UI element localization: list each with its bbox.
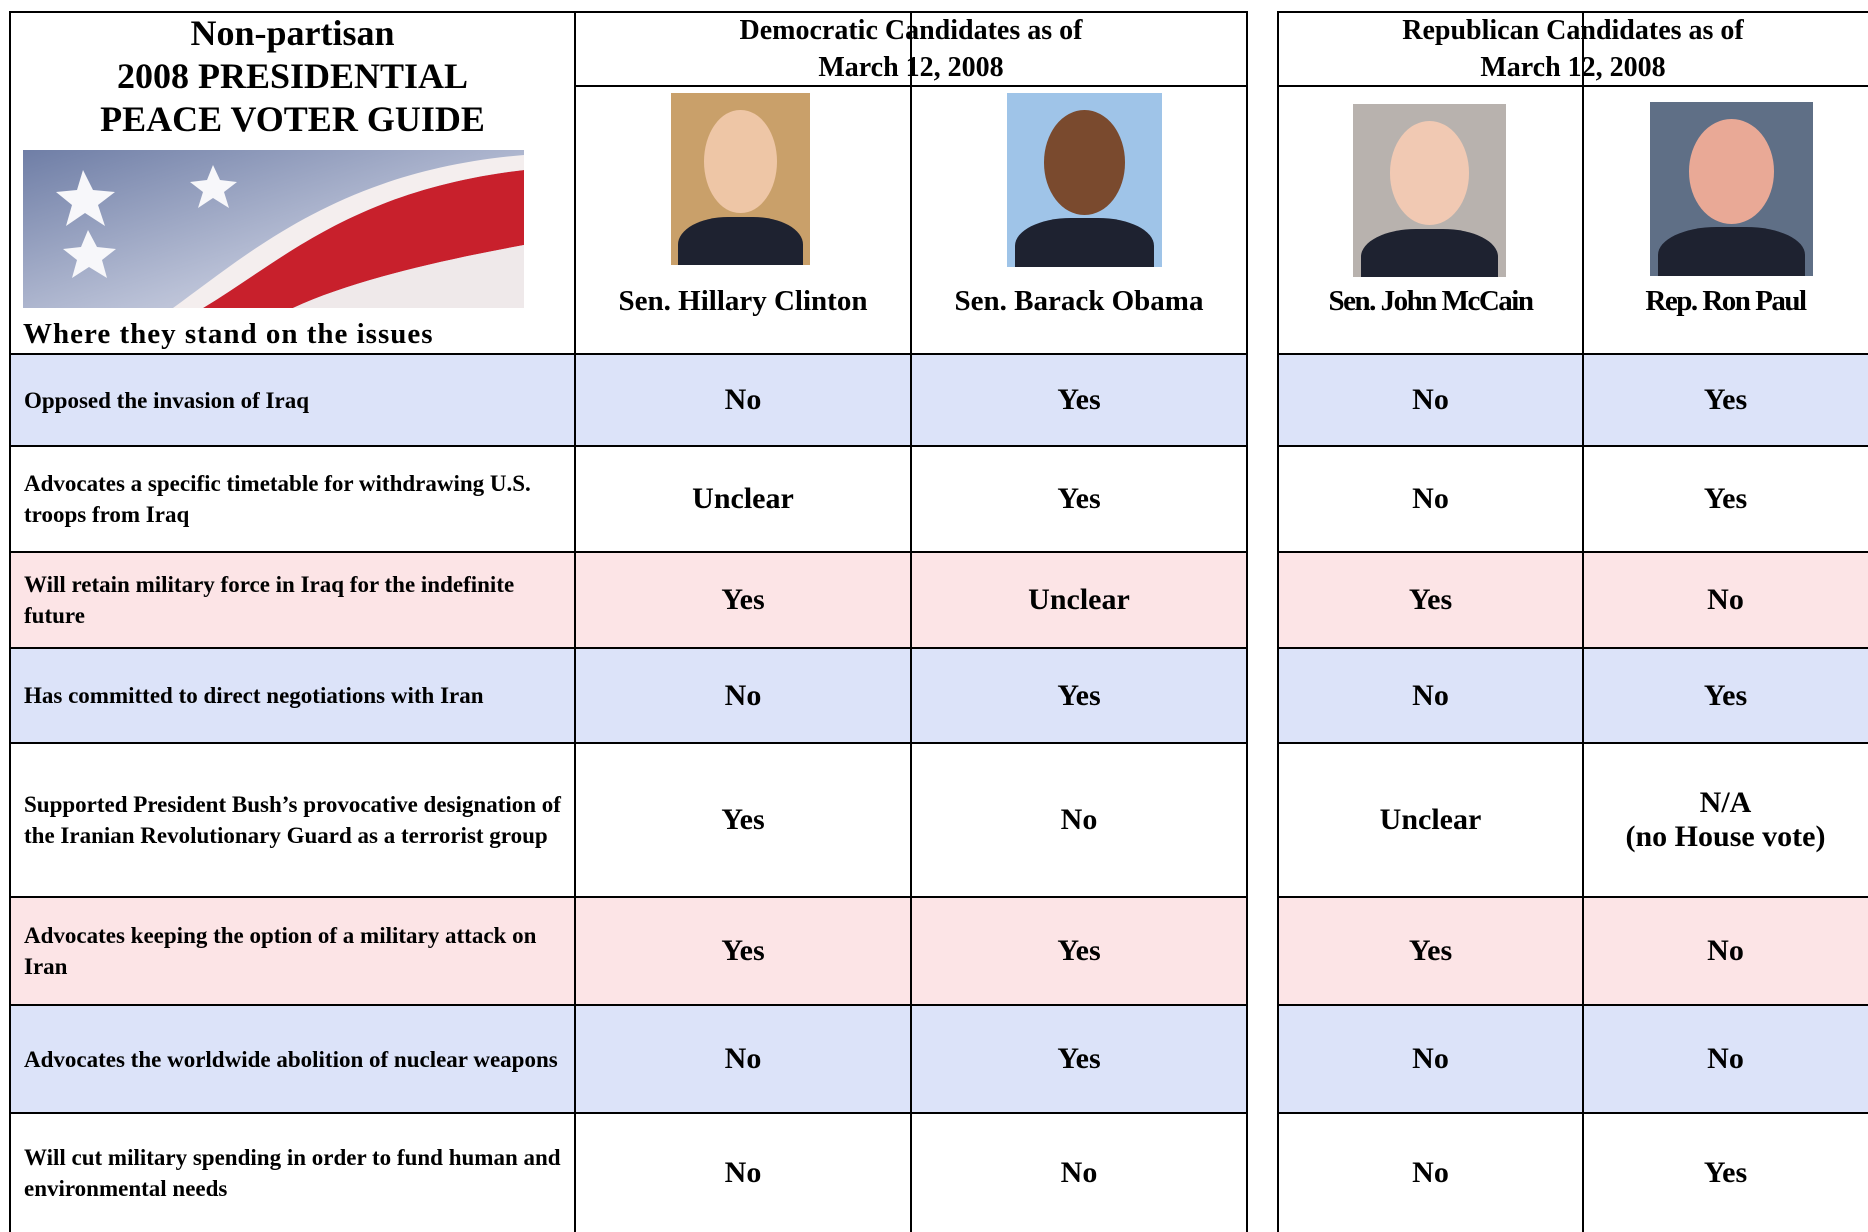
group-line: March 12, 2008 <box>1278 49 1868 86</box>
photo-face <box>1689 119 1774 223</box>
guide-title: Non-partisan 2008 PRESIDENTIAL PEACE VOT… <box>10 12 575 141</box>
row-border <box>10 551 1247 553</box>
answer: Yes <box>1278 897 1583 1005</box>
photo-suit <box>1361 229 1499 277</box>
answer: No <box>1583 1005 1868 1113</box>
answer: Yes <box>1583 648 1868 743</box>
row-border <box>1278 353 1868 355</box>
title-line: 2008 PRESIDENTIAL <box>10 55 575 98</box>
issue-text: Advocates a specific timetable for withd… <box>10 446 575 552</box>
candidate-name: Sen. John McCain <box>1278 280 1583 322</box>
answer: Yes <box>1583 354 1868 446</box>
issue-text: Advocates the worldwide abolition of nuc… <box>10 1005 575 1113</box>
row-border <box>10 445 1247 447</box>
answer: No <box>1278 648 1583 743</box>
issue-text: Advocates keeping the option of a milita… <box>10 897 575 1005</box>
column-border <box>574 11 576 1232</box>
answer: Yes <box>1583 446 1868 552</box>
answer: Unclear <box>575 446 911 552</box>
guide-subtitle: Where they stand on the issues <box>23 318 434 351</box>
candidate-photo <box>1650 102 1813 276</box>
row-border <box>10 353 1247 355</box>
column-border <box>910 11 912 1232</box>
candidate-name: Sen. Barack Obama <box>911 280 1247 322</box>
answer: Yes <box>1278 552 1583 648</box>
row-border <box>1278 445 1868 447</box>
answer: No <box>575 354 911 446</box>
candidate-photo <box>1353 104 1506 277</box>
answer: No <box>1278 446 1583 552</box>
row-border <box>10 742 1247 744</box>
answer: No <box>911 743 1247 897</box>
row-border <box>1278 896 1868 898</box>
row-border <box>1278 1112 1868 1114</box>
answer: Yes <box>911 354 1247 446</box>
row-border <box>1278 551 1868 553</box>
answer: Yes <box>911 648 1247 743</box>
title-line: PEACE VOTER GUIDE <box>10 98 575 141</box>
photo-face <box>1044 110 1125 214</box>
photo-face <box>1390 121 1470 225</box>
candidate-photo <box>1007 93 1162 267</box>
answer: No <box>575 648 911 743</box>
column-border <box>1277 11 1279 1232</box>
title-line: Non-partisan <box>10 12 575 55</box>
column-border <box>1582 11 1584 1232</box>
group-line: Republican Candidates as of <box>1278 12 1868 49</box>
flag-image <box>23 150 524 308</box>
answer: Yes <box>911 1005 1247 1113</box>
answer: N/A (no House vote) <box>1583 743 1868 897</box>
candidate-name: Sen. Hillary Clinton <box>575 280 911 322</box>
answer: No <box>1583 897 1868 1005</box>
answer: Yes <box>911 446 1247 552</box>
row-border <box>10 1112 1247 1114</box>
answer: No <box>911 1113 1247 1232</box>
issue-text: Opposed the invasion of Iraq <box>10 354 575 446</box>
candidate-photo <box>671 93 810 265</box>
group-border <box>1278 85 1868 87</box>
answer: No <box>575 1113 911 1232</box>
answer: Yes <box>575 897 911 1005</box>
column-border <box>1246 11 1248 1232</box>
photo-face <box>704 110 776 213</box>
issue-text: Will retain military force in Iraq for t… <box>10 552 575 648</box>
answer: No <box>575 1005 911 1113</box>
issue-text: Will cut military spending in order to f… <box>10 1113 575 1232</box>
row-border <box>10 1004 1247 1006</box>
row-border <box>1278 742 1868 744</box>
answer: Unclear <box>1278 743 1583 897</box>
top-border <box>10 11 1247 13</box>
photo-suit <box>678 217 803 265</box>
photo-suit <box>1658 227 1805 276</box>
row-border <box>1278 647 1868 649</box>
answer: No <box>1583 552 1868 648</box>
answer: Yes <box>1583 1113 1868 1232</box>
voter-guide: Non-partisan 2008 PRESIDENTIAL PEACE VOT… <box>0 0 1868 1232</box>
answer: No <box>1278 1005 1583 1113</box>
row-border <box>10 896 1247 898</box>
column-border <box>9 11 11 1232</box>
answer: Yes <box>911 897 1247 1005</box>
photo-suit <box>1015 218 1155 267</box>
group-border <box>575 85 1247 87</box>
answer: No <box>1278 354 1583 446</box>
answer: Yes <box>575 552 911 648</box>
answer: Unclear <box>911 552 1247 648</box>
top-border <box>1278 11 1868 13</box>
answer: Yes <box>575 743 911 897</box>
row-border <box>1278 1004 1868 1006</box>
candidate-name: Rep. Ron Paul <box>1583 280 1868 322</box>
issue-text: Supported President Bush’s provocative d… <box>10 743 575 897</box>
answer: No <box>1278 1113 1583 1232</box>
issue-text: Has committed to direct negotiations wit… <box>10 648 575 743</box>
row-border <box>10 647 1247 649</box>
